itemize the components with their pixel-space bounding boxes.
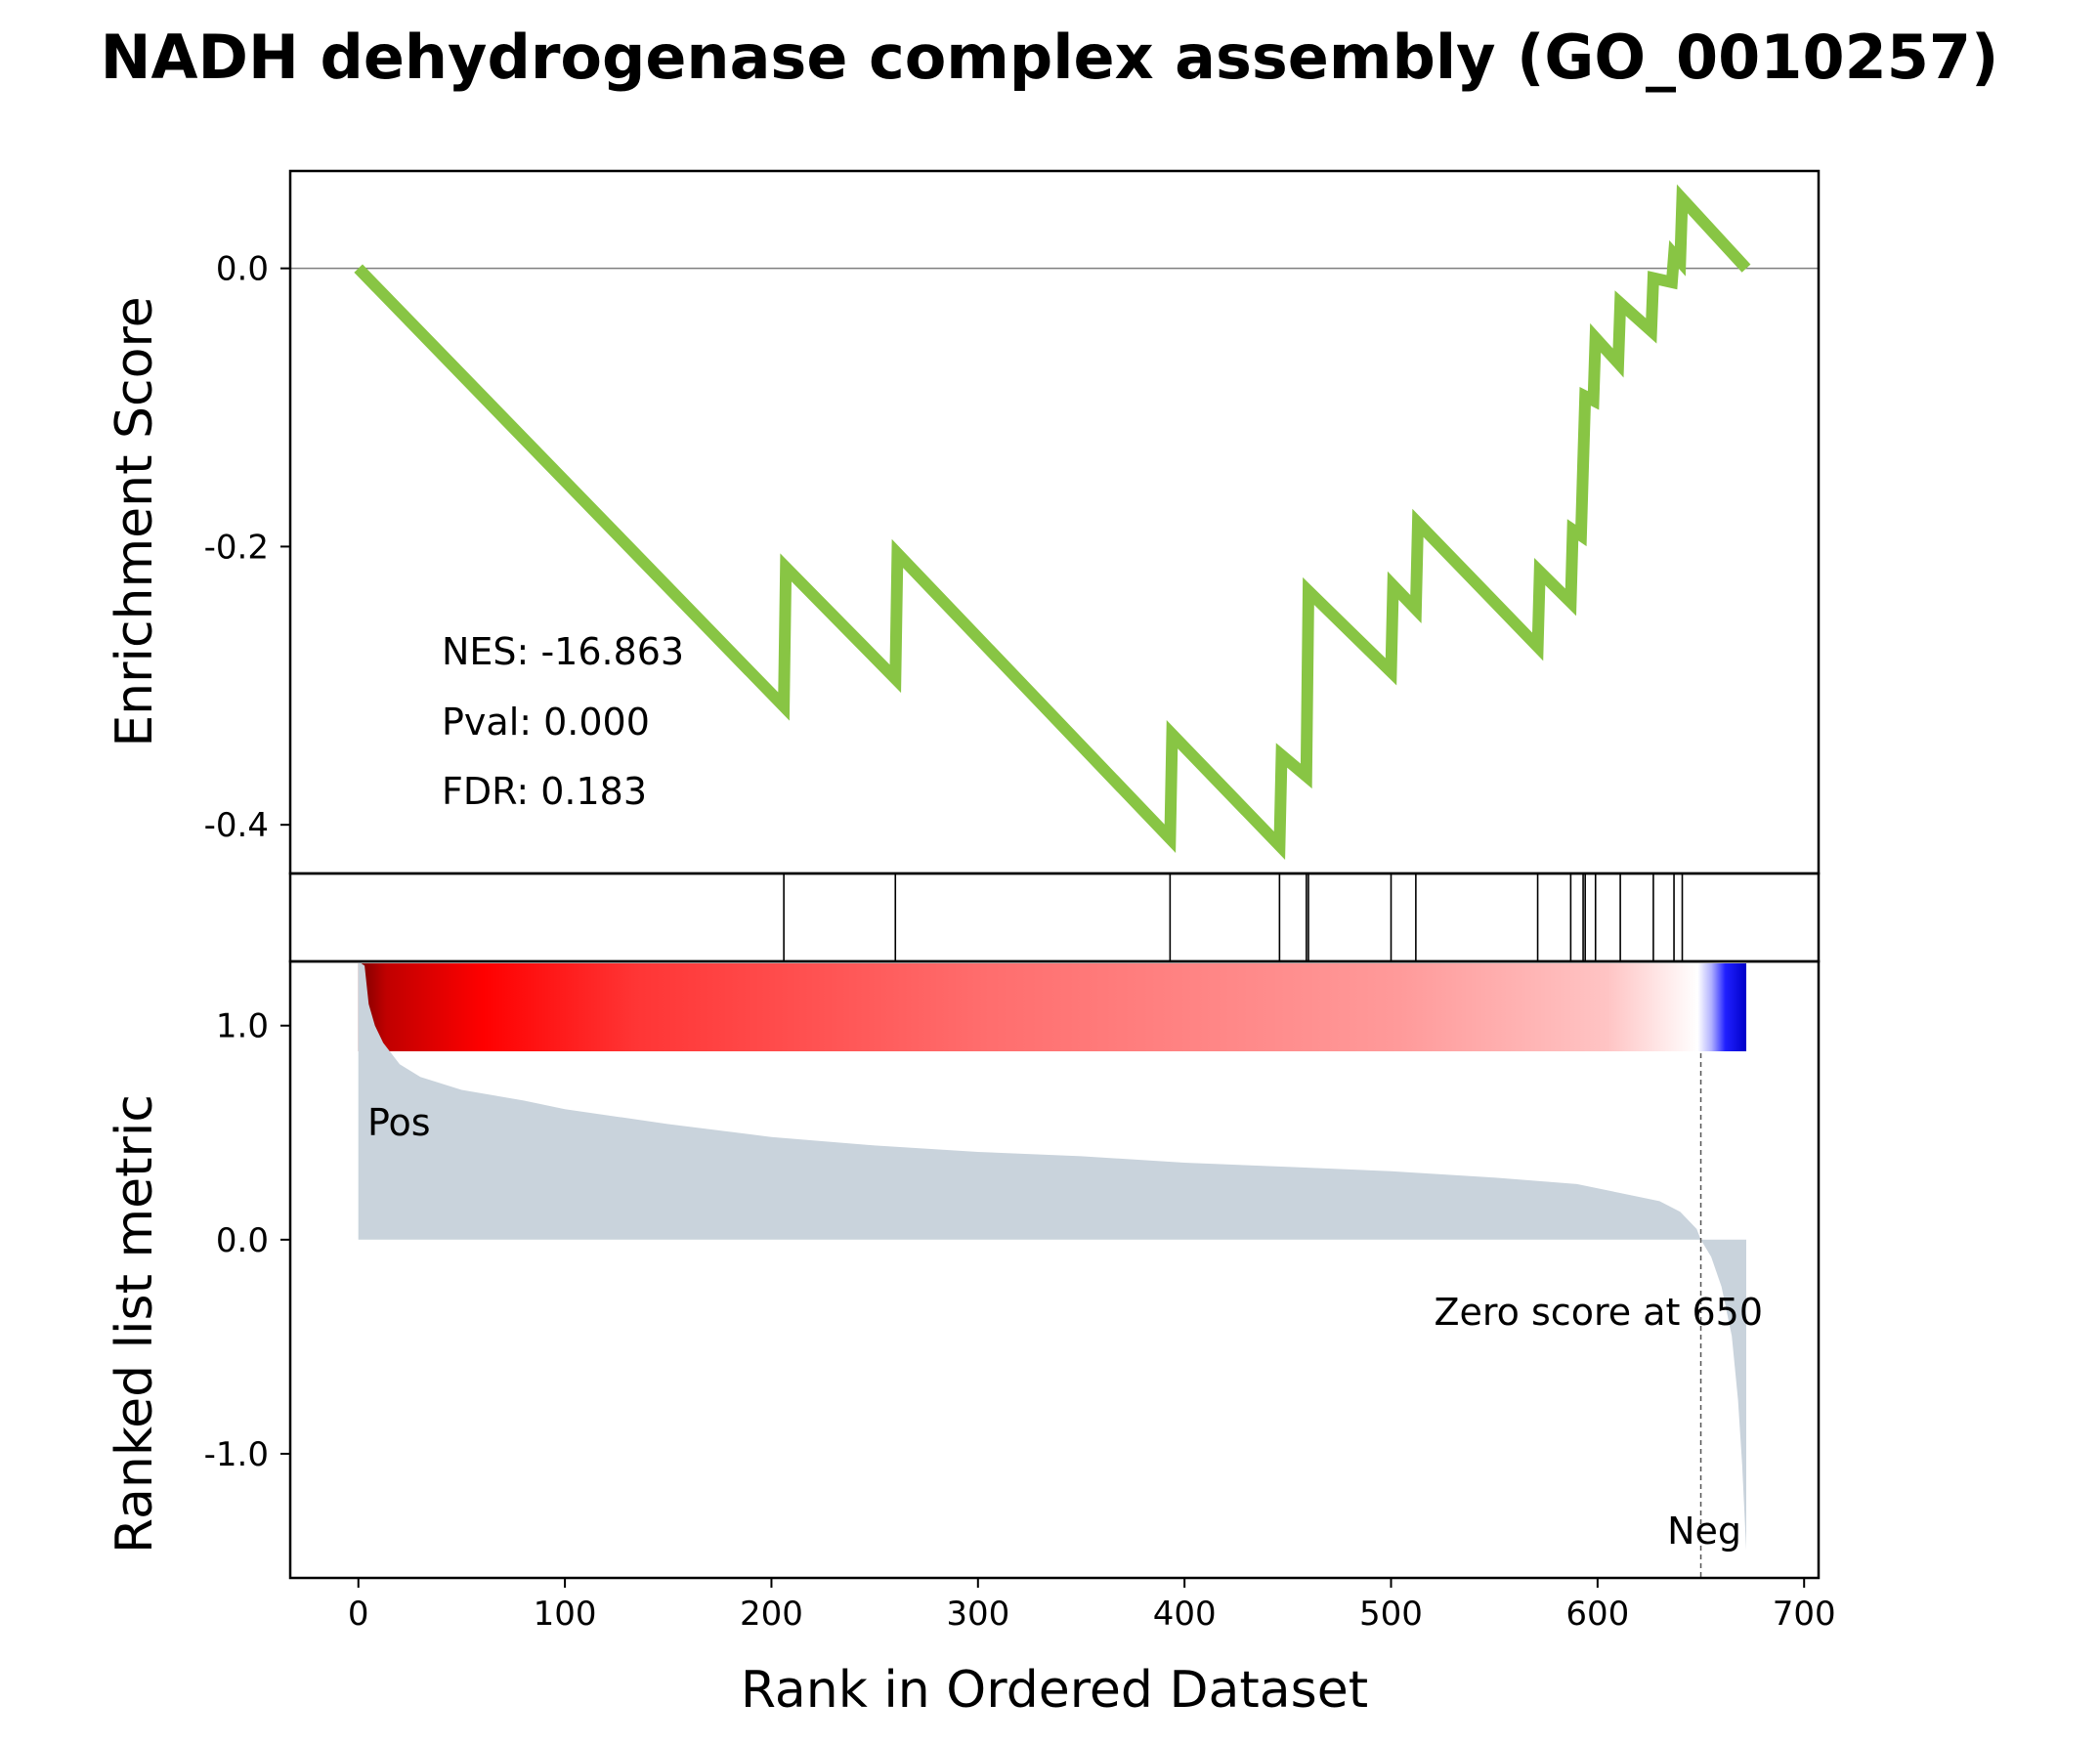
es-line: [354, 184, 1751, 861]
x-tick-label: 400: [1153, 1595, 1217, 1634]
es-line-group: [354, 184, 1751, 861]
x-axis-ticks: 0 100 200 300 400 500 600 700: [348, 1578, 1836, 1634]
es-y-tick-label: -0.4: [204, 806, 269, 845]
neg-label: Neg: [1667, 1510, 1741, 1553]
fdr-stat: FDR: 0.183: [442, 770, 647, 813]
es-y-tick-label: -0.2: [204, 528, 269, 567]
zero-score-label: Zero score at 650: [1434, 1291, 1763, 1334]
chart-title: NADH dehydrogenase complex assembly (GO_…: [101, 21, 1999, 93]
es-y-tick-label: 0.0: [216, 250, 269, 289]
enrichment-frame: [288, 169, 1821, 875]
pos-label: Pos: [367, 1101, 431, 1144]
x-tick-label: 700: [1773, 1595, 1836, 1634]
metric-y-tick-label: 0.0: [216, 1221, 269, 1260]
x-tick-label: 600: [1565, 1595, 1629, 1634]
enrichment-panel: 0.0 -0.2 -0.4 Enrichment Score NES: -16.86…: [106, 169, 1821, 875]
es-y-ticks: 0.0 -0.2 -0.4: [204, 250, 290, 845]
x-tick-label: 200: [740, 1595, 803, 1634]
metric-y-ticks: 1.0 0.0 -1.0: [204, 1007, 290, 1474]
hits-panel: [288, 872, 1821, 963]
metric-panel: 1.0 0.0 -1.0 Ranked list metric Pos Neg Ze…: [106, 959, 1821, 1580]
rank-color-bar: [358, 963, 1747, 1051]
x-tick-label: 100: [534, 1595, 597, 1634]
x-axis-label: Rank in Ordered Dataset: [741, 1661, 1368, 1720]
metric-ylabel: Ranked list metric: [106, 1094, 164, 1553]
es-ylabel: Enrichment Score: [106, 296, 164, 746]
x-tick-label: 0: [348, 1595, 369, 1634]
hit-lines: [783, 873, 1684, 961]
metric-y-tick-label: -1.0: [204, 1435, 269, 1474]
pval-stat: Pval: 0.000: [442, 701, 650, 744]
hits-frame: [288, 872, 1821, 963]
x-tick-label: 300: [946, 1595, 1009, 1634]
x-tick-label: 500: [1359, 1595, 1423, 1634]
metric-frame: [288, 959, 1821, 1580]
nes-stat: NES: -16.863: [442, 630, 684, 673]
metric-y-tick-label: 1.0: [216, 1007, 269, 1046]
